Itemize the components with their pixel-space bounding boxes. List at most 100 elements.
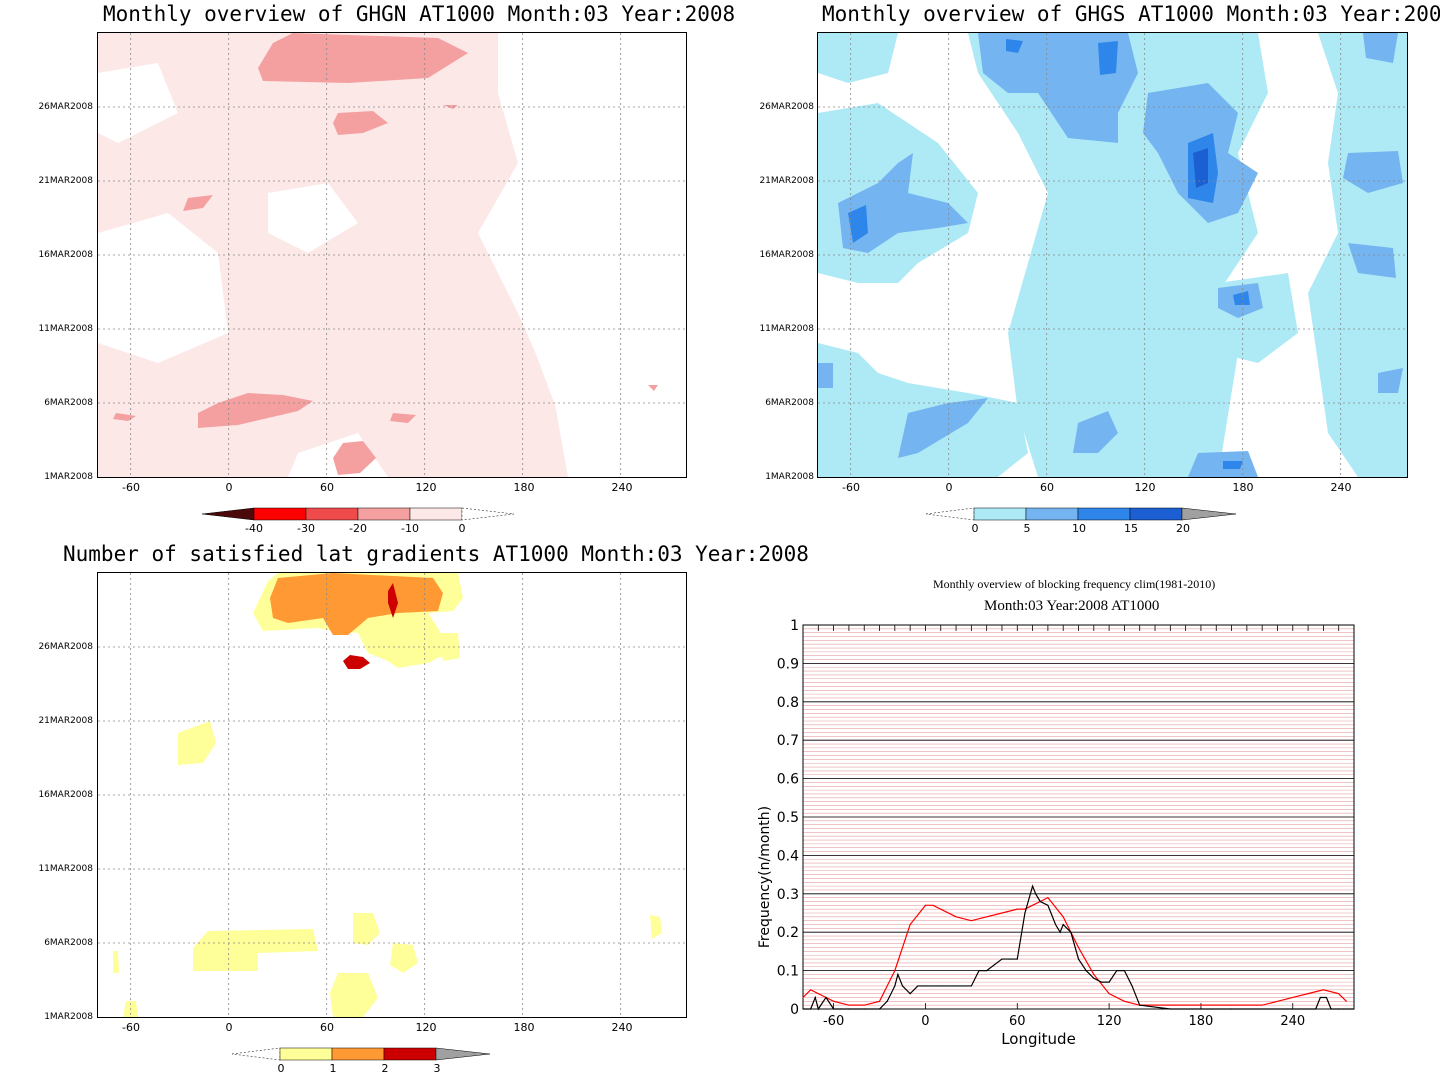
freq-ytick-label: 0.1 — [777, 964, 799, 980]
plot-frame — [802, 624, 1355, 1010]
ghgs-level-5-region — [818, 363, 833, 388]
grad-level-2-region — [343, 655, 370, 669]
freq-series-1-point — [810, 1008, 812, 1010]
ghgs-level-0-region — [818, 33, 898, 83]
freq-series-1-point — [1116, 970, 1118, 972]
freq-xtick-label: 240 — [1280, 1014, 1305, 1029]
freq-series-1-point — [1169, 1008, 1171, 1010]
ghgs-ytick-label: 21MAR2008 — [759, 176, 814, 186]
ghgs-level-10-region — [1233, 291, 1250, 305]
freq-series-0-point — [1200, 1004, 1202, 1006]
grad-xtick-label: 60 — [320, 1021, 334, 1034]
freq-series-0-point — [986, 916, 988, 918]
freq-series-1-point — [848, 1008, 850, 1010]
ghgn-level-minus10-region — [258, 33, 468, 83]
freq-series-0-point — [955, 916, 957, 918]
freq-series-1-point — [924, 985, 927, 987]
freq-series-0-point — [1001, 912, 1003, 914]
freq-series-1-point — [825, 996, 827, 999]
freq-series-0-point — [1261, 1004, 1263, 1006]
freq-series-1-point — [1315, 1008, 1317, 1010]
ghgn-colorbar-label: -20 — [349, 522, 367, 535]
freq-xtick-label: 0 — [921, 1014, 929, 1029]
grad-colorbar-label: 3 — [433, 1062, 441, 1075]
freq-series-1-point — [886, 1000, 888, 1002]
freq-series-0-point — [1292, 996, 1294, 999]
freq-title-line1: Monthly overview of blocking frequency c… — [933, 577, 1216, 591]
freq-series-0-point — [1062, 916, 1064, 918]
freq-series-1-point — [897, 973, 899, 976]
grad-colorbar-swatch — [279, 1047, 333, 1061]
freq-series-0-point — [1024, 908, 1026, 910]
ghgs-colorbar-label: 15 — [1124, 522, 1138, 535]
ghgn-xtick-label: 180 — [513, 481, 535, 494]
freq-series-1-point — [894, 985, 896, 987]
ghgn-colorbar-swatch — [357, 507, 411, 521]
freq-series-0-point — [1338, 993, 1340, 995]
freq-series-1-point — [1100, 981, 1103, 983]
ghgs-level-10-region — [1006, 39, 1023, 53]
freq-series-1-point — [1325, 996, 1328, 999]
ghgs-colorbar — [925, 507, 1237, 521]
ghgs-level-5-region — [838, 153, 968, 253]
freq-ytick-label: 0.3 — [777, 887, 799, 903]
freq-series-1-point — [833, 1008, 835, 1010]
freq-series-1-point — [1330, 1008, 1332, 1010]
freq-series-0-point — [1047, 897, 1049, 899]
ghgn-level-minus10-region — [113, 413, 136, 421]
freq-series-1-point — [917, 985, 919, 987]
ghgn-level-minus10-region — [333, 441, 376, 475]
ghgs-heatmap — [818, 33, 1407, 477]
ghgs-colorbar-swatch — [1025, 507, 1079, 521]
freq-series-1-point — [1054, 923, 1057, 926]
grad-level-0-region — [113, 951, 119, 973]
grad-xtick-label: 120 — [415, 1021, 437, 1034]
freq-series-1-point — [1031, 885, 1034, 887]
freq-ytick-label: 0 — [790, 1002, 799, 1018]
ghgn-level-minus10-region — [443, 105, 458, 109]
freq-series-1-point — [1123, 970, 1126, 972]
freq-chart: 0 0.1 0.2 0.3 0.4 0.5 0.6 0.7 0.8 0.9 1 -60 0 60 120 18… — [757, 618, 1355, 1048]
grad-xtick-label: 180 — [513, 1021, 535, 1034]
ghgs-xtick-label: 240 — [1330, 481, 1352, 494]
ghgn-title: Monthly overview of GHGN AT1000 Month:03… — [103, 2, 736, 26]
ghgn-ytick-label: 1MAR2008 — [44, 472, 93, 482]
ghgs-level-10-region — [1223, 461, 1243, 469]
freq-series-1-point — [1108, 981, 1110, 983]
freq-series-0-point — [1345, 1000, 1347, 1002]
freq-xlabel: Longitude — [1001, 1030, 1076, 1048]
grad-heatmap — [98, 573, 686, 1017]
freq-series-0-point — [1123, 1000, 1126, 1002]
ghgn-ytick-label: 26MAR2008 — [38, 102, 93, 112]
ghgs-level-5-region — [1098, 41, 1118, 75]
ghgs-ytick-label: 26MAR2008 — [759, 102, 814, 112]
freq-series-1-point — [1024, 912, 1026, 914]
grad-ytick-label: 6MAR2008 — [44, 938, 93, 948]
ghgs-level-15-region — [1193, 148, 1208, 188]
freq-series-1-point — [1085, 970, 1087, 972]
grad-ytick-label: 11MAR2008 — [38, 864, 93, 874]
ghgn-ytick-label: 11MAR2008 — [38, 324, 93, 334]
freq-series-1-point — [1062, 923, 1064, 926]
grad-colorbar-label: 0 — [277, 1062, 285, 1075]
freq-series-0-point — [1077, 946, 1080, 949]
freq-series-0-point — [848, 1004, 850, 1006]
freq-series-0-point — [802, 996, 804, 999]
ghgn-xtick-label: 0 — [225, 481, 233, 494]
freq-series-0-point — [1230, 1004, 1233, 1006]
freq-xtick-label: 60 — [1009, 1014, 1026, 1029]
freq-series-0-point — [970, 920, 972, 922]
freq-xtick-label: 120 — [1097, 1014, 1122, 1029]
grad-xtick-label: -60 — [122, 1021, 140, 1034]
freq-series-1-point — [1001, 958, 1003, 960]
freq-series-1-point — [1009, 958, 1011, 960]
freq-series-1-point — [878, 1008, 881, 1010]
ghgs-level-5-region — [1073, 411, 1118, 453]
ghgn-colorbar-swatch — [409, 507, 463, 521]
freq-series-0-point — [1169, 1004, 1171, 1006]
freq-ytick-label: 0.9 — [777, 656, 799, 672]
ghgs-level-5-region — [978, 33, 1138, 143]
ghgs-ytick-label: 1MAR2008 — [765, 472, 814, 482]
freq-series-0-point — [1307, 993, 1309, 995]
ghgs-ytick-label: 16MAR2008 — [759, 250, 814, 260]
